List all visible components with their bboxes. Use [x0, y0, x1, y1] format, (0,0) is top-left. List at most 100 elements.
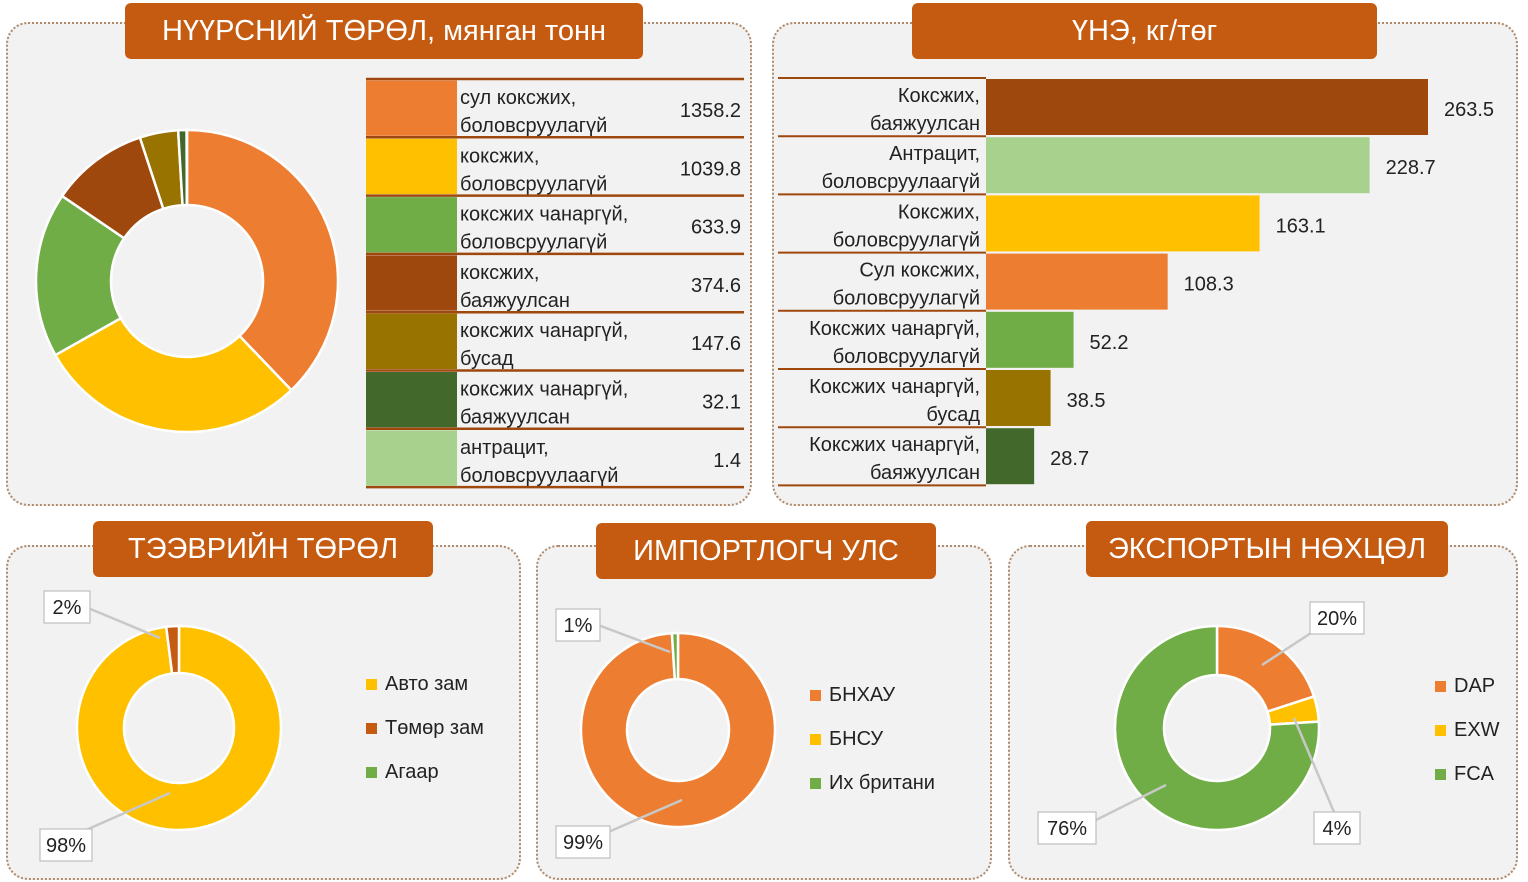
price-category-line1: Сул коксжих,: [859, 260, 980, 282]
legend-label-line1: коксжих чанаргүй,: [460, 379, 628, 401]
legend-swatch-4: [366, 313, 457, 369]
price-category-line1: Антрацит,: [889, 143, 980, 165]
donut-slice-dap: [1215, 624, 1316, 714]
coal-type-donut-chart: [34, 128, 340, 434]
leader-line: [1292, 717, 1336, 813]
price-bar-6: [986, 428, 1035, 485]
donut-slice-fca: [1113, 624, 1321, 832]
export-label-4pct-box: [1313, 811, 1361, 845]
importer-title: ИМПОРТЛОГЧ УЛС: [596, 523, 936, 579]
transport-title: ТЭЭВРИЙН ТӨРӨЛ: [93, 521, 433, 577]
legend-value: 1358.2: [680, 100, 741, 122]
leader-line: [87, 606, 161, 640]
legend-swatch-0: [366, 80, 457, 136]
legend-marker-авто-зам: [366, 679, 377, 690]
transport-label-2pct: 2%: [53, 597, 82, 619]
legend-label-line2: боловсруулагүй: [460, 232, 607, 254]
price-bar-5: [986, 370, 1051, 426]
transport-label-98pct-box: [39, 828, 93, 862]
legend-label-fca: FCA: [1454, 763, 1495, 785]
legend-label-line1: коксжих чанаргүй,: [460, 204, 628, 226]
legend-label-line2: баяжуулсан: [460, 407, 570, 429]
donut-slice-коксжих-боловсруулагүй: [53, 316, 294, 434]
price-bar-0: [986, 79, 1428, 135]
leader-line: [605, 798, 683, 835]
leader-line: [85, 791, 171, 832]
price-bar-value: 163.1: [1276, 215, 1326, 237]
legend-value: 374.6: [691, 275, 741, 297]
legend-label-line1: коксжих чанаргүй,: [460, 320, 628, 342]
legend-label-бнсу: БНСУ: [829, 728, 883, 750]
legend-marker-бнхау: [810, 690, 821, 701]
legend-label-line2: баяжуулсан: [460, 290, 570, 312]
leader-line: [1261, 629, 1315, 667]
legend-label-line2: боловсруулагүй: [460, 173, 607, 195]
legend-swatch-3: [366, 255, 457, 311]
donut-slice-бнхау: [579, 631, 777, 829]
legend-swatch-2: [366, 197, 457, 253]
coal-type-legend-table: сул коксжих, боловсруулагүй 1358.2 коксжих,…: [366, 77, 744, 489]
importer-label-99pct-box: [555, 825, 611, 859]
importer-label-99pct: 99%: [563, 832, 603, 854]
legend-marker-төмөр-зам: [366, 723, 377, 734]
legend-marker-exw: [1435, 725, 1446, 736]
legend-label-line2: боловсруулаагүй: [460, 465, 618, 487]
price-category-line1: Коксжих чанаргүй,: [809, 318, 980, 340]
price-category-line2: боловсруулаагүй: [822, 171, 980, 193]
price-bar-3: [986, 253, 1168, 310]
legend-label-line1: коксжих,: [460, 262, 539, 284]
price-category-line1: Коксжих,: [898, 85, 980, 107]
price-bar-1: [986, 137, 1370, 194]
leader-line: [1091, 783, 1167, 824]
legend-value: 1.4: [713, 450, 741, 472]
legend-label-их-британи: Их британи: [829, 772, 935, 794]
legend-value: 633.9: [691, 217, 741, 239]
legend-value: 147.6: [691, 333, 741, 355]
transport-label-98pct: 98%: [46, 835, 86, 857]
legend-swatch-5: [366, 372, 457, 428]
legend-label-төмөр-зам: Төмөр зам: [385, 717, 484, 739]
price-category-line2: боловсруулагүй: [833, 288, 980, 310]
legend-label-line1: сул коксжих,: [460, 87, 576, 109]
coal-type-title: НҮҮРСНИЙ ТӨРӨЛ, мянган тонн: [125, 3, 643, 59]
price-category-line2: баяжуулсан: [870, 113, 980, 135]
price-category-line2: боловсруулагүй: [833, 346, 980, 368]
legend-label-line1: антрацит,: [460, 437, 549, 459]
legend-marker-их-британи: [810, 778, 821, 789]
export-label-4pct: 4%: [1323, 818, 1352, 840]
price-category-line1: Коксжих чанаргүй,: [809, 376, 980, 398]
price-category-line1: Коксжих,: [898, 201, 980, 223]
legend-value: 1039.8: [680, 158, 741, 180]
price-bar-value: 108.3: [1184, 274, 1234, 296]
price-bar-value: 52.2: [1090, 332, 1129, 354]
export-title: ЭКСПОРТЫН НӨХЦӨЛ: [1086, 521, 1448, 577]
importer-label-1pct: 1%: [564, 615, 593, 637]
export-label-76pct: 76%: [1047, 818, 1087, 840]
donut-slice-төмөр-зам: [164, 624, 181, 675]
donut-slice-авто-зам: [75, 624, 283, 832]
legend-marker-dap: [1435, 681, 1446, 692]
legend-label-авто-зам: Авто зам: [385, 673, 468, 695]
legend-marker-fca: [1435, 769, 1446, 780]
donut-slice-их-британи: [670, 631, 680, 681]
price-title: ҮНЭ, кг/төг: [912, 3, 1377, 59]
price-bar-2: [986, 195, 1260, 252]
price-category-line2: боловсруулагүй: [833, 229, 980, 251]
transport-label-2pct-box: [43, 590, 91, 624]
price-category-line2: баяжуулсан: [870, 462, 980, 484]
export-label-20pct-box: [1309, 601, 1365, 635]
legend-label-агаар: Агаар: [385, 761, 439, 783]
legend-marker-агаар: [366, 767, 377, 778]
importer-label-1pct-box: [555, 608, 601, 642]
legend-marker-бнсу: [810, 734, 821, 745]
donut-slice-сул-коксжих-боловсруулагүй: [185, 128, 340, 392]
price-bar-value: 28.7: [1050, 448, 1089, 470]
legend-label-line2: бусад: [460, 348, 514, 370]
price-bar-value: 38.5: [1067, 390, 1106, 412]
legend-label-dap: DAP: [1454, 675, 1495, 697]
price-bar-value: 228.7: [1386, 157, 1436, 179]
legend-label-line1: коксжих,: [460, 145, 539, 167]
price-bar-value: 263.5: [1444, 99, 1494, 121]
legend-label-line2: боловсруулагүй: [460, 115, 607, 137]
